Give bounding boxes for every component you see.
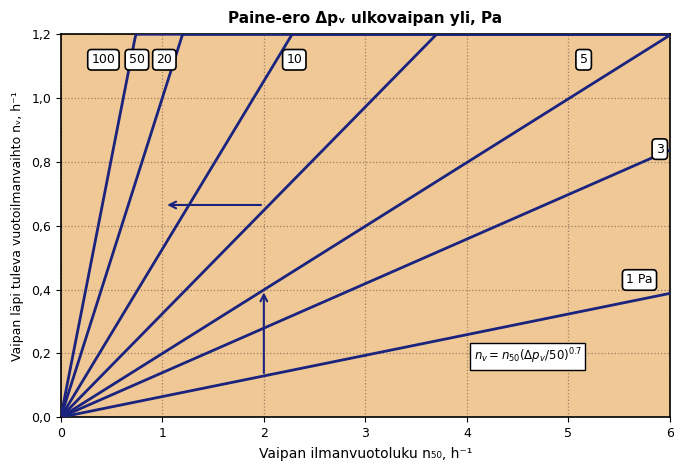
Text: $n_v=n_{50}(\Delta p_v/50)^{0.7}$: $n_v=n_{50}(\Delta p_v/50)^{0.7}$ bbox=[474, 347, 582, 366]
Text: 100: 100 bbox=[92, 53, 115, 66]
X-axis label: Vaipan ilmanvuotoluku n₅₀, h⁻¹: Vaipan ilmanvuotoluku n₅₀, h⁻¹ bbox=[259, 447, 472, 461]
Text: 1 Pa: 1 Pa bbox=[626, 273, 653, 287]
Text: 50: 50 bbox=[129, 53, 145, 66]
Text: 20: 20 bbox=[156, 53, 172, 66]
Text: 10: 10 bbox=[286, 53, 302, 66]
Title: Paine-ero Δpᵥ ulkovaipan yli, Pa: Paine-ero Δpᵥ ulkovaipan yli, Pa bbox=[228, 11, 502, 26]
Text: 3: 3 bbox=[656, 143, 664, 156]
Text: 5: 5 bbox=[580, 53, 588, 66]
Y-axis label: Vaipan läpi tuleva vuotoilmanvaihto nᵥ, h⁻¹: Vaipan läpi tuleva vuotoilmanvaihto nᵥ, … bbox=[11, 91, 24, 361]
